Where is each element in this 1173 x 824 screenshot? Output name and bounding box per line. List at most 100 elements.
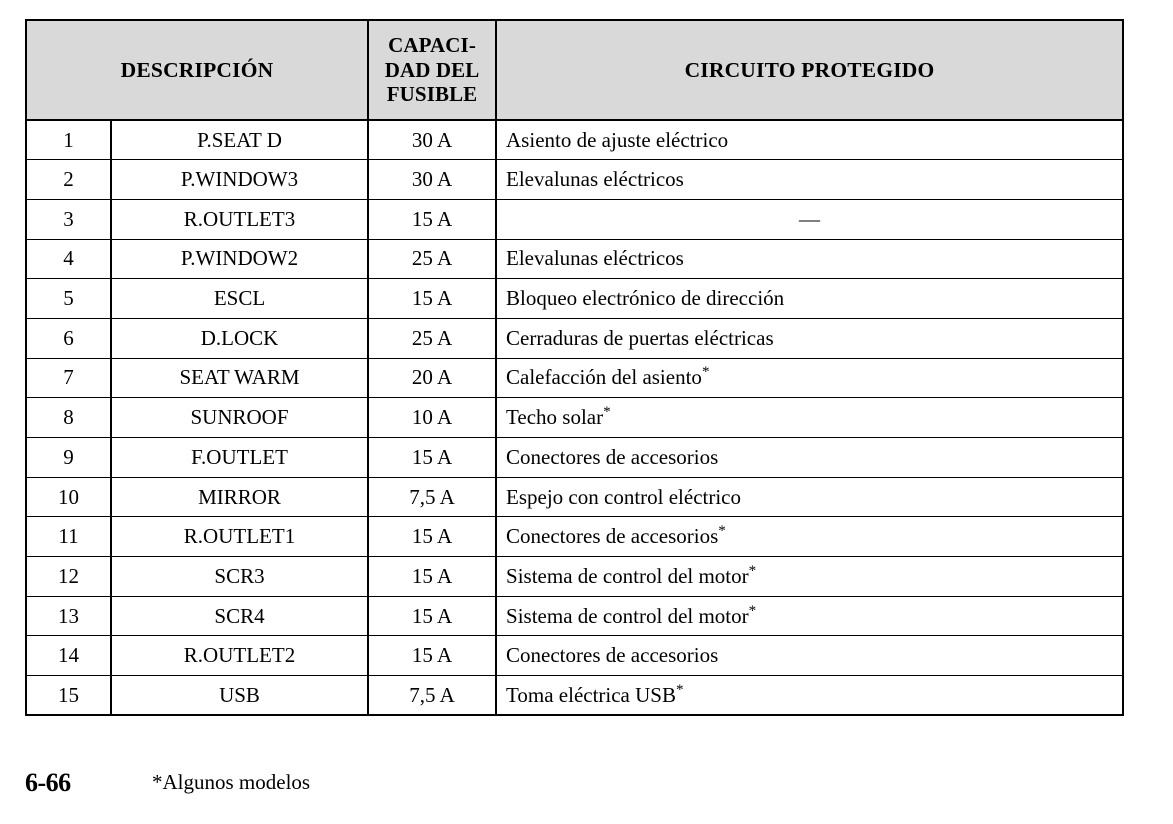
fuse-capacity-cell: 30 A (367, 159, 498, 200)
fuse-index-cell: 1 (25, 119, 112, 161)
fuse-capacity-cell: 15 A (367, 437, 498, 478)
fuse-table: DESCRIPCIÓN CAPACI- DAD DEL FUSIBLE CIRC… (24, 19, 1125, 717)
fuse-capacity-cell: 7,5 A (367, 675, 498, 716)
fuse-index-cell: 13 (25, 595, 112, 637)
fuse-capacity-cell: 15 A (367, 595, 498, 637)
column-header-capacity: CAPACI- DAD DEL FUSIBLE (367, 19, 498, 121)
table-row: 10 MIRROR 7,5 A Espejo con control eléctric… (25, 476, 1124, 518)
protected-circuit-cell: Sistema de control del motor* (495, 556, 1124, 597)
footnote-asterisk: * (701, 364, 710, 381)
protected-circuit-cell: Cerraduras de puertas eléctricas (495, 317, 1124, 359)
fuse-capacity-cell: 25 A (367, 317, 498, 359)
fuse-name-cell: D.LOCK (110, 317, 369, 359)
fuse-capacity-cell: 20 A (367, 357, 498, 399)
footnote-asterisk: * (675, 681, 684, 698)
fuse-name-cell: SUNROOF (110, 397, 369, 438)
fuse-capacity-cell: 30 A (367, 119, 498, 161)
fuse-index-cell: 8 (25, 397, 112, 438)
protected-circuit-cell: Conectores de accesorios (495, 437, 1124, 478)
header-row: DESCRIPCIÓN CAPACI- DAD DEL FUSIBLE CIRC… (24, 19, 1125, 121)
table-row: 12 SCR3 15 A Sistema de control del motor* (25, 556, 1124, 597)
table-row: 4 P.WINDOW2 25 A Elevalunas eléctricos (25, 238, 1124, 280)
footnote-asterisk: * (718, 523, 726, 540)
protected-circuit-cell: Conectores de accesorios (495, 635, 1124, 677)
fuse-name-cell: R.OUTLET2 (110, 635, 369, 677)
protected-circuit-cell: Bloqueo electrónico de dirección (495, 278, 1124, 319)
fuse-name-cell: SCR3 (110, 556, 369, 597)
fuse-index-cell: 5 (25, 278, 112, 319)
fuse-index-cell: 10 (25, 476, 112, 518)
table-body: 1 P.SEAT D 30 A Asiento de ajuste eléctrico… (25, 119, 1124, 716)
fuse-capacity-cell: 7,5 A (367, 476, 498, 518)
table-row: 13 SCR4 15 A Sistema de control del motor* (25, 595, 1124, 637)
protected-circuit-cell: Conectores de accesorios* (495, 516, 1124, 558)
table-row: 8 SUNROOF 10 A Techo solar* (25, 397, 1124, 438)
protected-circuit-text: Toma eléctrica USB (506, 682, 676, 707)
protected-circuit-cell: Calefacción del asiento* (495, 357, 1124, 399)
table-row: 14 R.OUTLET2 15 A Conectores de accesorios (25, 635, 1124, 677)
fuse-table-container: DESCRIPCIÓN CAPACI- DAD DEL FUSIBLE CIRC… (24, 19, 1125, 717)
fuse-index-cell: 14 (25, 635, 112, 677)
fuse-name-cell: R.OUTLET1 (110, 516, 369, 558)
page-number: 6-66 (25, 768, 71, 797)
table-row: 2 P.WINDOW3 30 A Elevalunas eléctricos (25, 159, 1124, 200)
fuse-index-cell: 11 (25, 516, 112, 558)
footnote-asterisk: * (603, 404, 611, 421)
page-footer: 6-66 *Algunos modelos (0, 768, 1173, 808)
protected-circuit-text: Conectores de accesorios (506, 643, 719, 668)
capacity-header-line-2: DAD DEL (384, 57, 480, 82)
fuse-name-cell: F.OUTLET (110, 437, 369, 478)
fuse-index-cell: 7 (25, 357, 112, 399)
fuse-name-cell: SCR4 (110, 595, 369, 637)
fuse-capacity-cell: 15 A (367, 278, 498, 319)
fuse-capacity-cell: 15 A (367, 635, 498, 677)
fuse-index-cell: 4 (25, 238, 112, 280)
table-row: 6 D.LOCK 25 A Cerraduras de puertas eléctri… (25, 317, 1124, 359)
protected-circuit-cell: Sistema de control del motor* (495, 595, 1124, 637)
column-header-circuit: CIRCUITO PROTEGIDO (495, 19, 1125, 121)
protected-circuit-text: Conectores de accesorios (506, 524, 719, 549)
fuse-name-cell: P.WINDOW3 (110, 159, 369, 200)
fuse-capacity-cell: 10 A (367, 397, 498, 438)
table-row: 1 P.SEAT D 30 A Asiento de ajuste eléctrico (25, 119, 1124, 161)
protected-circuit-cell: Toma eléctrica USB* (495, 675, 1124, 716)
protected-circuit-text: Sistema de control del motor (506, 563, 749, 588)
fuse-name-cell: P.WINDOW2 (110, 238, 369, 280)
protected-circuit-text: Techo solar (506, 405, 604, 430)
fuse-index-cell: 6 (25, 317, 112, 359)
protected-circuit-cell: Elevalunas eléctricos (495, 238, 1124, 280)
protected-circuit-text: Asiento de ajuste eléctrico (506, 127, 729, 152)
protected-circuit-cell: Espejo con control eléctrico (495, 476, 1124, 518)
fuse-index-cell: 12 (25, 556, 112, 597)
footnote-asterisk: * (748, 602, 757, 619)
table-row: 3 R.OUTLET3 15 A — (25, 198, 1124, 240)
table-row: 9 F.OUTLET 15 A Conectores de accesorios (25, 437, 1124, 478)
fuse-capacity-cell: 15 A (367, 516, 498, 558)
footnote-text: *Algunos modelos (152, 770, 311, 794)
table-row: 7 SEAT WARM 20 A Calefacción del asiento* (25, 357, 1124, 399)
protected-circuit-cell: Asiento de ajuste eléctrico (495, 119, 1124, 161)
fuse-name-cell: SEAT WARM (110, 357, 369, 399)
capacity-header-line-3: FUSIBLE (386, 82, 478, 107)
protected-circuit-cell: — (495, 198, 1124, 240)
protected-circuit-text: Espejo con control eléctrico (506, 484, 742, 509)
protected-circuit-text: Bloqueo electrónico de dirección (506, 286, 785, 311)
fuse-name-cell: USB (110, 675, 369, 716)
protected-circuit-text: Calefacción del asiento (506, 365, 702, 390)
fuse-name-cell: MIRROR (110, 476, 369, 518)
protected-circuit-text: — (799, 206, 821, 231)
footnote-asterisk: * (748, 562, 757, 579)
protected-circuit-cell: Techo solar* (495, 397, 1124, 438)
protected-circuit-text: Conectores de accesorios (506, 444, 719, 469)
protected-circuit-cell: Elevalunas eléctricos (495, 159, 1124, 200)
protected-circuit-text: Elevalunas eléctricos (506, 167, 684, 192)
protected-circuit-text: Cerraduras de puertas eléctricas (506, 325, 774, 350)
capacity-header-line-1: CAPACI- (388, 33, 476, 58)
fuse-name-cell: R.OUTLET3 (110, 198, 369, 240)
fuse-index-cell: 15 (25, 675, 112, 716)
fuse-index-cell: 2 (25, 159, 112, 200)
fuse-capacity-cell: 25 A (367, 238, 498, 280)
table-row: 5 ESCL 15 A Bloqueo electrónico de direcció… (25, 278, 1124, 319)
fuse-capacity-cell: 15 A (367, 556, 498, 597)
